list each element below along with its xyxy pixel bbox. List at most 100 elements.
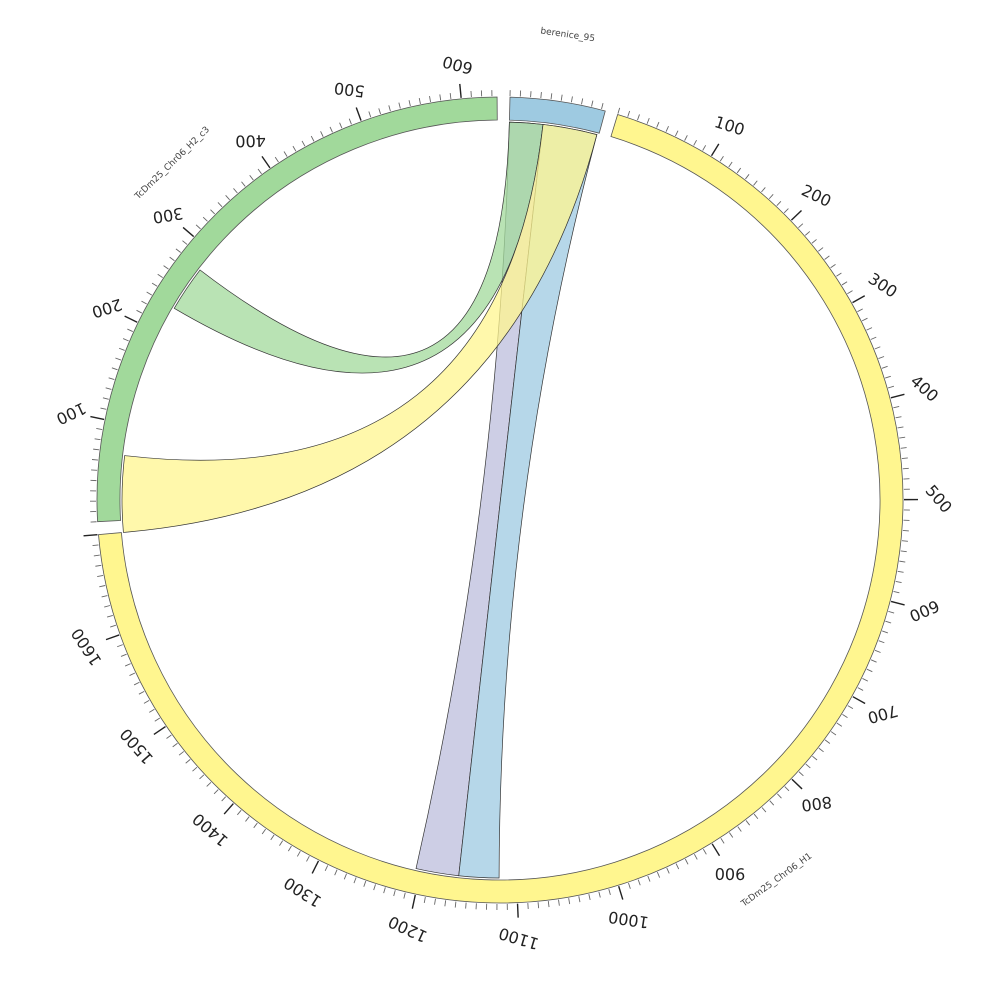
minor-tick	[195, 224, 201, 230]
tick-label: 1400	[189, 809, 232, 850]
tick-label: 1300	[280, 873, 325, 911]
minor-tick	[761, 187, 766, 193]
minor-tick	[656, 121, 660, 128]
minor-tick	[296, 850, 301, 857]
minor-tick	[684, 135, 688, 141]
sequence-arc	[98, 114, 904, 904]
major-tick	[790, 209, 802, 221]
minor-tick	[353, 877, 357, 884]
minor-tick	[172, 742, 178, 748]
minor-tick	[124, 663, 131, 667]
minor-tick	[878, 356, 885, 360]
minor-tick	[92, 544, 99, 547]
minor-tick	[306, 855, 310, 862]
minor-tick	[895, 416, 902, 419]
minor-tick	[736, 167, 742, 174]
minor-tick	[874, 346, 881, 350]
minor-tick	[136, 309, 143, 314]
minor-tick	[895, 580, 902, 584]
tick-label: 600	[907, 596, 943, 626]
minor-tick	[720, 838, 725, 844]
minor-tick	[857, 687, 864, 691]
ticks-layer	[83, 83, 919, 918]
minor-tick	[129, 672, 136, 676]
tick-label: 100	[53, 398, 89, 428]
minor-tick	[588, 894, 591, 901]
minor-tick	[434, 898, 436, 905]
major-tick	[459, 83, 462, 98]
minor-tick	[745, 174, 750, 180]
minor-tick	[154, 717, 161, 722]
minor-tick	[901, 457, 908, 459]
link-ribbon	[121, 124, 598, 533]
minor-tick	[646, 117, 650, 124]
minor-tick	[96, 428, 103, 430]
minor-tick	[628, 882, 631, 889]
major-tick	[153, 725, 166, 735]
minor-tick	[217, 202, 223, 208]
minor-tick	[784, 786, 790, 792]
minor-tick	[166, 734, 172, 739]
minor-tick	[897, 426, 904, 429]
minor-tick	[115, 357, 122, 361]
minor-tick	[540, 92, 542, 99]
minor-tick	[182, 240, 188, 245]
minor-tick	[292, 145, 297, 152]
minor-tick	[91, 459, 99, 461]
tick-label: 600	[440, 52, 474, 78]
tick-label: 1200	[385, 912, 430, 946]
minor-tick	[798, 223, 804, 229]
minor-tick	[449, 92, 452, 100]
minor-tick	[202, 216, 208, 222]
minor-tick	[363, 880, 367, 887]
minor-tick	[847, 290, 853, 295]
minor-tick	[811, 239, 817, 244]
minor-tick	[647, 875, 651, 882]
minor-tick	[581, 98, 584, 105]
minor-tick	[578, 896, 581, 903]
tick-label: 700	[866, 701, 901, 727]
minor-tick	[199, 774, 205, 780]
minor-tick	[547, 901, 550, 908]
minor-tick	[210, 209, 216, 215]
minor-tick	[310, 135, 315, 142]
minor-tick	[666, 867, 670, 874]
minor-tick	[897, 570, 904, 573]
minor-tick	[824, 255, 830, 260]
minor-tick	[841, 281, 848, 286]
minor-tick	[146, 291, 153, 296]
minor-tick	[798, 771, 804, 777]
tick-label: 500	[922, 481, 956, 517]
minor-tick	[870, 336, 877, 340]
minor-tick	[899, 560, 906, 563]
minor-tick	[693, 853, 698, 860]
minor-tick	[97, 574, 104, 577]
minor-tick	[805, 763, 811, 769]
minor-tick	[560, 94, 563, 101]
minor-tick	[334, 869, 338, 876]
minor-tick	[206, 781, 212, 787]
tick-label: 100	[712, 112, 747, 139]
tick-label: 200	[798, 181, 834, 211]
minor-tick	[105, 387, 112, 390]
major-tick	[711, 843, 721, 857]
minor-tick	[591, 100, 594, 107]
sequence-arc	[96, 96, 498, 523]
tick-label: 900	[715, 864, 746, 883]
minor-tick	[885, 620, 892, 624]
sequence-arcs-layer	[96, 96, 904, 904]
minor-tick	[804, 231, 811, 236]
tick-label: 300	[865, 269, 901, 302]
minor-tick	[102, 397, 109, 400]
minor-tick	[127, 328, 133, 332]
sequence-name-label: TcDm25_Chr06_H2_c3	[133, 125, 212, 202]
minor-tick	[403, 892, 406, 899]
minor-tick	[878, 640, 885, 644]
tick-label: 1600	[67, 625, 105, 669]
minor-tick	[737, 826, 742, 832]
minor-tick	[550, 93, 553, 100]
major-tick	[223, 803, 234, 815]
minor-tick	[253, 822, 258, 829]
major-tick	[261, 155, 271, 169]
major-tick	[105, 634, 120, 641]
